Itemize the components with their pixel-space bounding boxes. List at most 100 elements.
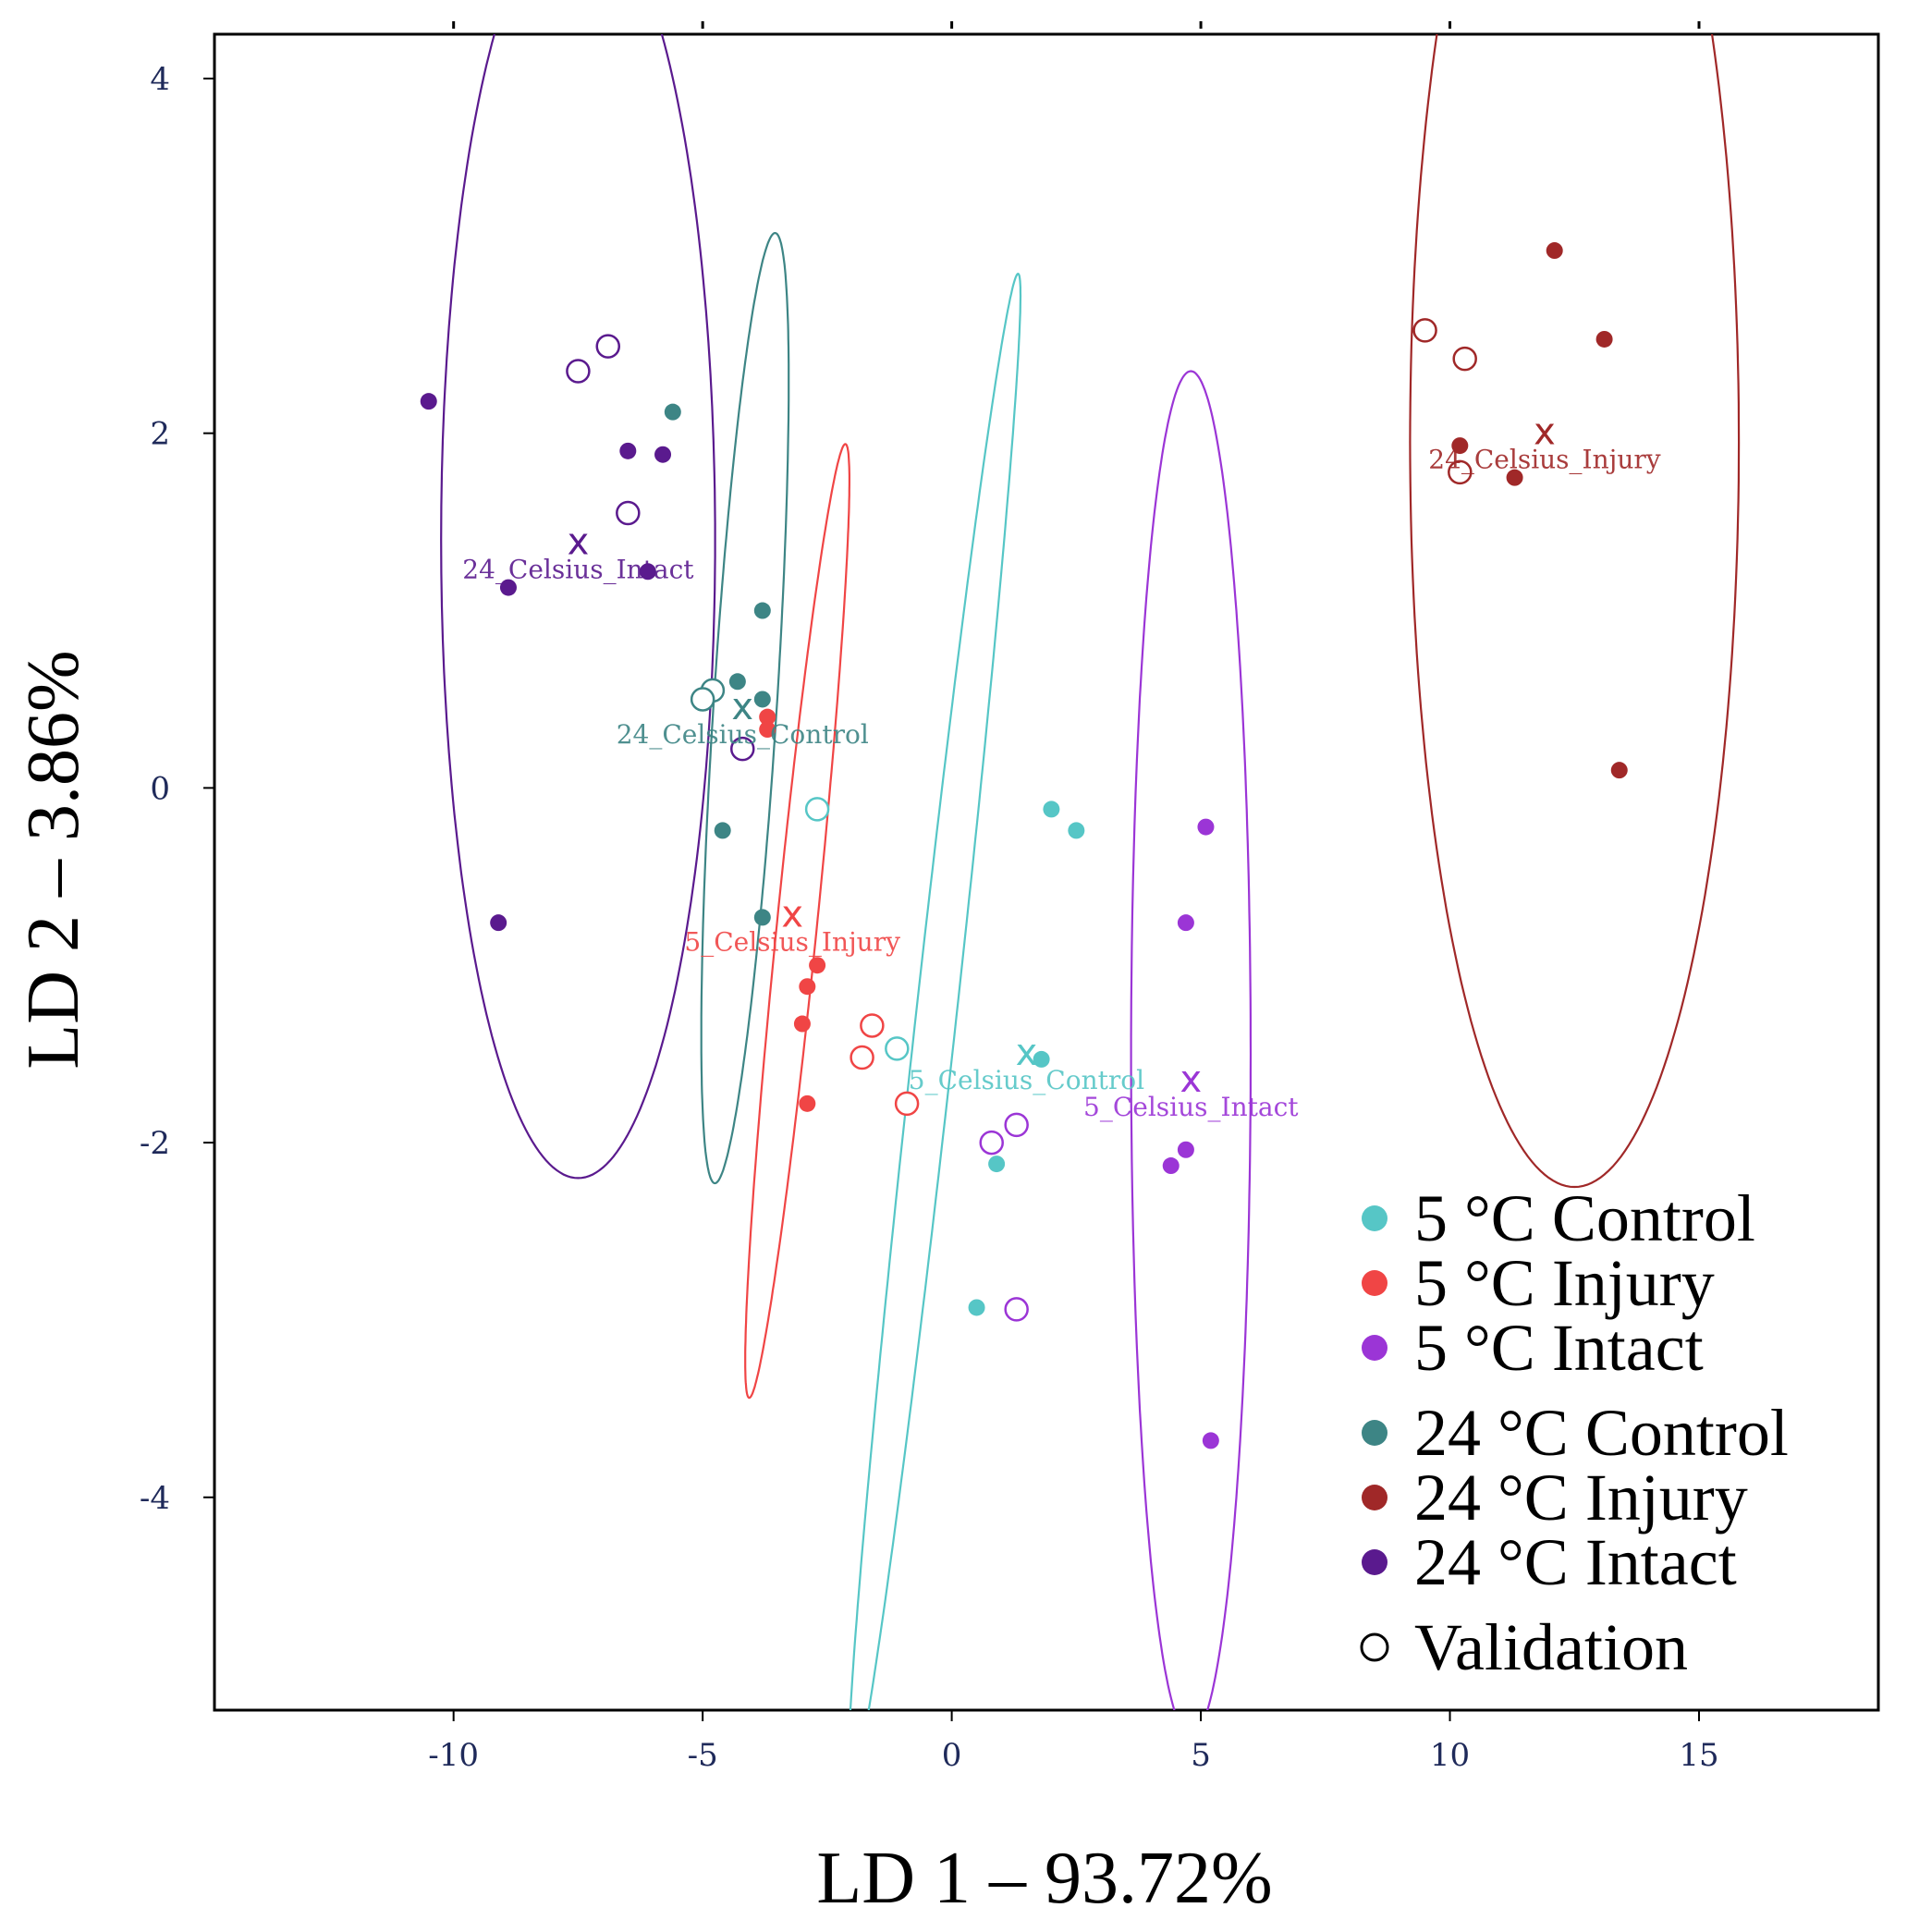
- axes: -10 -5 0 5 10 15 -4 -2 0 2 4 LD 1 – 93.72% LD 2 – 3.…: [13, 21, 1719, 1919]
- data-point-c24_injury: [1595, 330, 1613, 348]
- data-point-c5_intact: [1202, 1432, 1219, 1449]
- data-point-c24_intact: [639, 563, 656, 581]
- validation-point-c24_control: [690, 687, 715, 712]
- centroid-marker-c24_injury: x: [1534, 411, 1556, 454]
- centroid-label-c24_injury: 24_Celsius_Injury: [1428, 445, 1660, 475]
- data-point-c5_injury: [793, 1015, 811, 1033]
- ellipse-c5_injury: [744, 443, 851, 1400]
- validation-point-c5_intact: [1004, 1297, 1029, 1322]
- centroid-label-c5_control: 5_Celsius_Control: [909, 1065, 1144, 1095]
- legend-marker-c24_injury: [1362, 1485, 1387, 1510]
- validation-point-c24_intact: [566, 359, 591, 384]
- validation-point-c5_intact: [979, 1130, 1004, 1156]
- validation-point-c5_control: [804, 797, 830, 822]
- validation-point-c24_intact: [730, 736, 755, 762]
- legend-label-c24_control: 24 °C Control: [1414, 1396, 1789, 1470]
- data-point-c5_injury: [759, 721, 776, 739]
- legend-label-c5_control: 5 °C Control: [1414, 1181, 1755, 1255]
- centroid-marker-c5_injury: x: [781, 894, 803, 936]
- ellipse-c24_injury: [1409, 34, 1741, 1189]
- validation-point-c24_intact: [595, 334, 620, 359]
- legend-label-c5_intact: 5 °C Intact: [1414, 1311, 1704, 1385]
- legend-marker-c24_intact: [1362, 1549, 1387, 1575]
- validation-point-c24_intact: [616, 500, 641, 526]
- data-point-c24_control: [753, 691, 771, 708]
- y-tick-label: 0: [150, 770, 170, 807]
- data-point-c24_injury: [1506, 469, 1523, 486]
- centroid-marker-c24_intact: x: [568, 521, 590, 564]
- data-point-c24_intact: [619, 442, 637, 459]
- data-point-c24_injury: [1610, 762, 1628, 779]
- x-tick-label: 15: [1679, 1737, 1718, 1774]
- validation-point-c24_injury: [1448, 459, 1473, 485]
- validation-point-c5_injury: [860, 1013, 885, 1038]
- plot-area: x5_Celsius_Controlx5_Celsius_Injuryx5_Ce…: [420, 34, 1741, 1710]
- legend-marker-c24_control: [1362, 1420, 1387, 1446]
- y-tick-label: -2: [140, 1125, 170, 1162]
- data-point-c5_control: [988, 1156, 1006, 1173]
- legend-label-c24_injury: 24 °C Injury: [1414, 1461, 1748, 1535]
- centroid-marker-c24_control: x: [731, 686, 753, 728]
- data-point-c5_intact: [1177, 1141, 1194, 1158]
- data-point-c5_injury: [759, 708, 776, 726]
- y-tick-label: 2: [150, 416, 170, 453]
- validation-point-c24_injury: [1412, 318, 1437, 343]
- legend-marker-c5_injury: [1362, 1270, 1387, 1296]
- y-tick-label: 4: [150, 61, 170, 98]
- data-point-c5_intact: [1197, 818, 1215, 836]
- data-point-c24_intact: [499, 579, 517, 596]
- validation-point-c5_injury: [894, 1091, 920, 1117]
- y-axis-title: LD 2 – 3.86%: [13, 650, 94, 1069]
- data-point-c24_intact: [654, 446, 672, 463]
- data-point-c24_intact: [420, 393, 437, 410]
- data-point-c5_intact: [1162, 1157, 1180, 1175]
- legend-label-c5_injury: 5 °C Injury: [1414, 1246, 1715, 1320]
- centroid-label-c24_intact: 24_Celsius_Intact: [462, 555, 694, 585]
- plot-content: x5_Celsius_Controlx5_Celsius_Injuryx5_Ce…: [420, 34, 1741, 1710]
- data-point-c5_control: [1033, 1050, 1050, 1068]
- legend-label-c24_intact: 24 °C Intact: [1414, 1525, 1737, 1599]
- validation-point-c5_intact: [1004, 1112, 1029, 1138]
- legend-marker-validation: [1360, 1632, 1389, 1662]
- data-point-c24_injury: [1546, 242, 1563, 260]
- y-tick-label: -4: [140, 1480, 170, 1517]
- legend-marker-c5_intact: [1362, 1335, 1387, 1361]
- data-point-c5_injury: [799, 978, 816, 996]
- ellipse-c24_intact: [440, 34, 716, 1180]
- centroid-label-c5_intact: 5_Celsius_Intact: [1083, 1092, 1299, 1122]
- ellipse-c24_control: [700, 231, 790, 1185]
- centroid-marker-c5_control: x: [1016, 1032, 1038, 1074]
- x-tick-label: 0: [942, 1737, 962, 1774]
- ellipse-c5_intact: [1130, 370, 1253, 1710]
- x-tick-label: -5: [688, 1737, 718, 1774]
- data-point-c24_injury: [1451, 437, 1469, 455]
- data-point-c5_injury: [799, 1094, 816, 1112]
- data-point-c24_control: [753, 602, 771, 619]
- validation-point-c5_injury: [850, 1045, 874, 1070]
- x-tick-label: 5: [1191, 1737, 1211, 1774]
- data-point-c5_control: [1043, 801, 1060, 818]
- centroid-marker-c5_intact: x: [1180, 1058, 1202, 1101]
- legend-label-validation: Validation: [1414, 1610, 1688, 1684]
- x-axis-title: LD 1 – 93.72%: [816, 1838, 1272, 1919]
- data-point-c24_control: [753, 909, 771, 926]
- data-point-c5_control: [968, 1299, 985, 1316]
- validation-point-c24_injury: [1452, 346, 1477, 372]
- validation-point-c5_control: [885, 1036, 910, 1061]
- data-point-c5_intact: [1177, 914, 1194, 932]
- data-point-c24_intact: [490, 914, 507, 932]
- x-tick-label: -10: [428, 1737, 479, 1774]
- data-point-c24_control: [714, 822, 731, 839]
- data-point-c5_control: [1068, 822, 1085, 839]
- ellipse-c5_control: [849, 273, 1022, 1710]
- legend-marker-c5_control: [1362, 1205, 1387, 1231]
- plot-frame: [213, 32, 1880, 1712]
- centroid-label-c5_injury: 5_Celsius_Injury: [684, 927, 900, 958]
- x-tick-label: 10: [1430, 1737, 1470, 1774]
- centroid-label-c24_control: 24_Celsius_Control: [617, 719, 869, 750]
- data-point-c24_control: [664, 403, 681, 421]
- data-point-c24_control: [728, 673, 746, 691]
- data-point-c5_injury: [809, 957, 826, 974]
